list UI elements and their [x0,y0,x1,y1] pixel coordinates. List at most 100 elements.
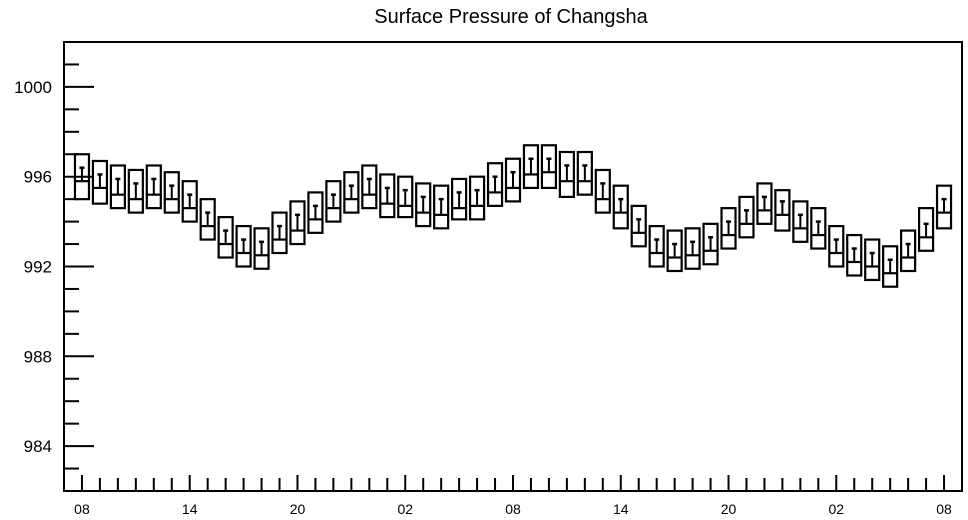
plot-frame [63,41,963,492]
box-rect [648,224,665,268]
box-item [433,184,450,230]
box-rect [828,224,845,268]
box-item [935,184,953,230]
box-item [127,168,144,214]
box-rect [738,195,755,239]
box-item [684,227,701,270]
box-rect [289,200,306,246]
box-rect [468,175,486,221]
box-item [702,222,719,266]
box-item [91,159,109,205]
box-item [666,229,683,273]
x-tick-label: 14 [182,501,198,517]
box-rect [451,177,468,221]
box-rect [612,184,629,230]
box-item [846,233,863,277]
x-tick-label: 08 [505,501,521,517]
box-item [540,144,558,190]
x-tick-label: 08 [936,501,952,517]
box-rect [271,211,288,255]
box-rect [91,159,109,205]
box-rect [522,144,540,190]
y-axis: 984 988 992 996 1000 [14,41,94,492]
box-rect [397,175,414,219]
box-rect [917,207,935,252]
box-rect [343,171,360,214]
box-item [181,180,198,223]
box-rect [702,222,719,266]
box-item [217,216,234,259]
box-item [522,144,540,190]
box-rect [145,164,162,210]
box-item [917,207,935,252]
box-rect [684,227,701,270]
box-item [289,200,306,246]
box-series [73,144,953,288]
box-item [271,211,288,255]
box-rect [774,189,791,232]
x-tick-label: 02 [828,501,844,517]
box-rect [720,207,737,250]
y-tick-label: 1000 [14,78,52,97]
box-item [828,224,845,268]
box-item [163,171,180,214]
box-rect [127,168,144,214]
box-rect [846,233,863,277]
box-rect [900,229,917,273]
box-rect [307,191,324,234]
x-axis: 08 14 20 02 08 14 20 02 08 [74,475,952,517]
box-item [235,224,252,268]
box-item [109,164,126,210]
box-item [145,164,162,210]
x-tick-label: 02 [397,501,413,517]
x-tick-label: 20 [721,501,737,517]
box-item [486,162,504,207]
box-rect [882,245,899,288]
box-rect [576,150,593,196]
box-rect [361,164,378,210]
x-tick-label: 08 [74,501,90,517]
box-item [307,191,324,234]
box-item [468,175,486,221]
box-item [900,229,917,273]
box-rect [935,184,953,230]
box-item [612,184,629,230]
box-item [648,224,665,268]
box-rect [325,180,342,223]
box-item [810,207,827,250]
y-tick-label: 988 [24,347,52,366]
box-item [325,180,342,223]
box-rect [415,182,432,228]
box-rect [504,157,522,203]
chart-title: Surface Pressure of Changsha [374,6,648,28]
box-item [738,195,755,239]
box-rect [109,164,126,210]
box-rect [594,168,611,214]
box-rect [253,227,270,270]
box-rect [810,207,827,250]
box-rect [379,173,396,219]
box-item [720,207,737,250]
box-item [73,153,91,201]
x-tick-label: 20 [290,501,306,517]
y-tick-label: 996 [24,168,52,187]
box-item [397,175,414,219]
box-rect [486,162,504,207]
box-item [792,200,809,243]
box-item [451,177,468,221]
box-item [253,227,270,270]
y-tick-label: 984 [24,437,52,456]
box-rect [73,153,91,201]
box-rect [181,180,198,223]
box-rect [433,184,450,230]
box-rect [756,182,773,225]
box-rect [864,238,881,282]
box-item [594,168,611,214]
box-item [774,189,791,232]
box-item [756,182,773,225]
box-item [864,238,881,282]
box-rect [199,198,216,241]
box-item [630,204,647,248]
box-item [558,150,575,199]
